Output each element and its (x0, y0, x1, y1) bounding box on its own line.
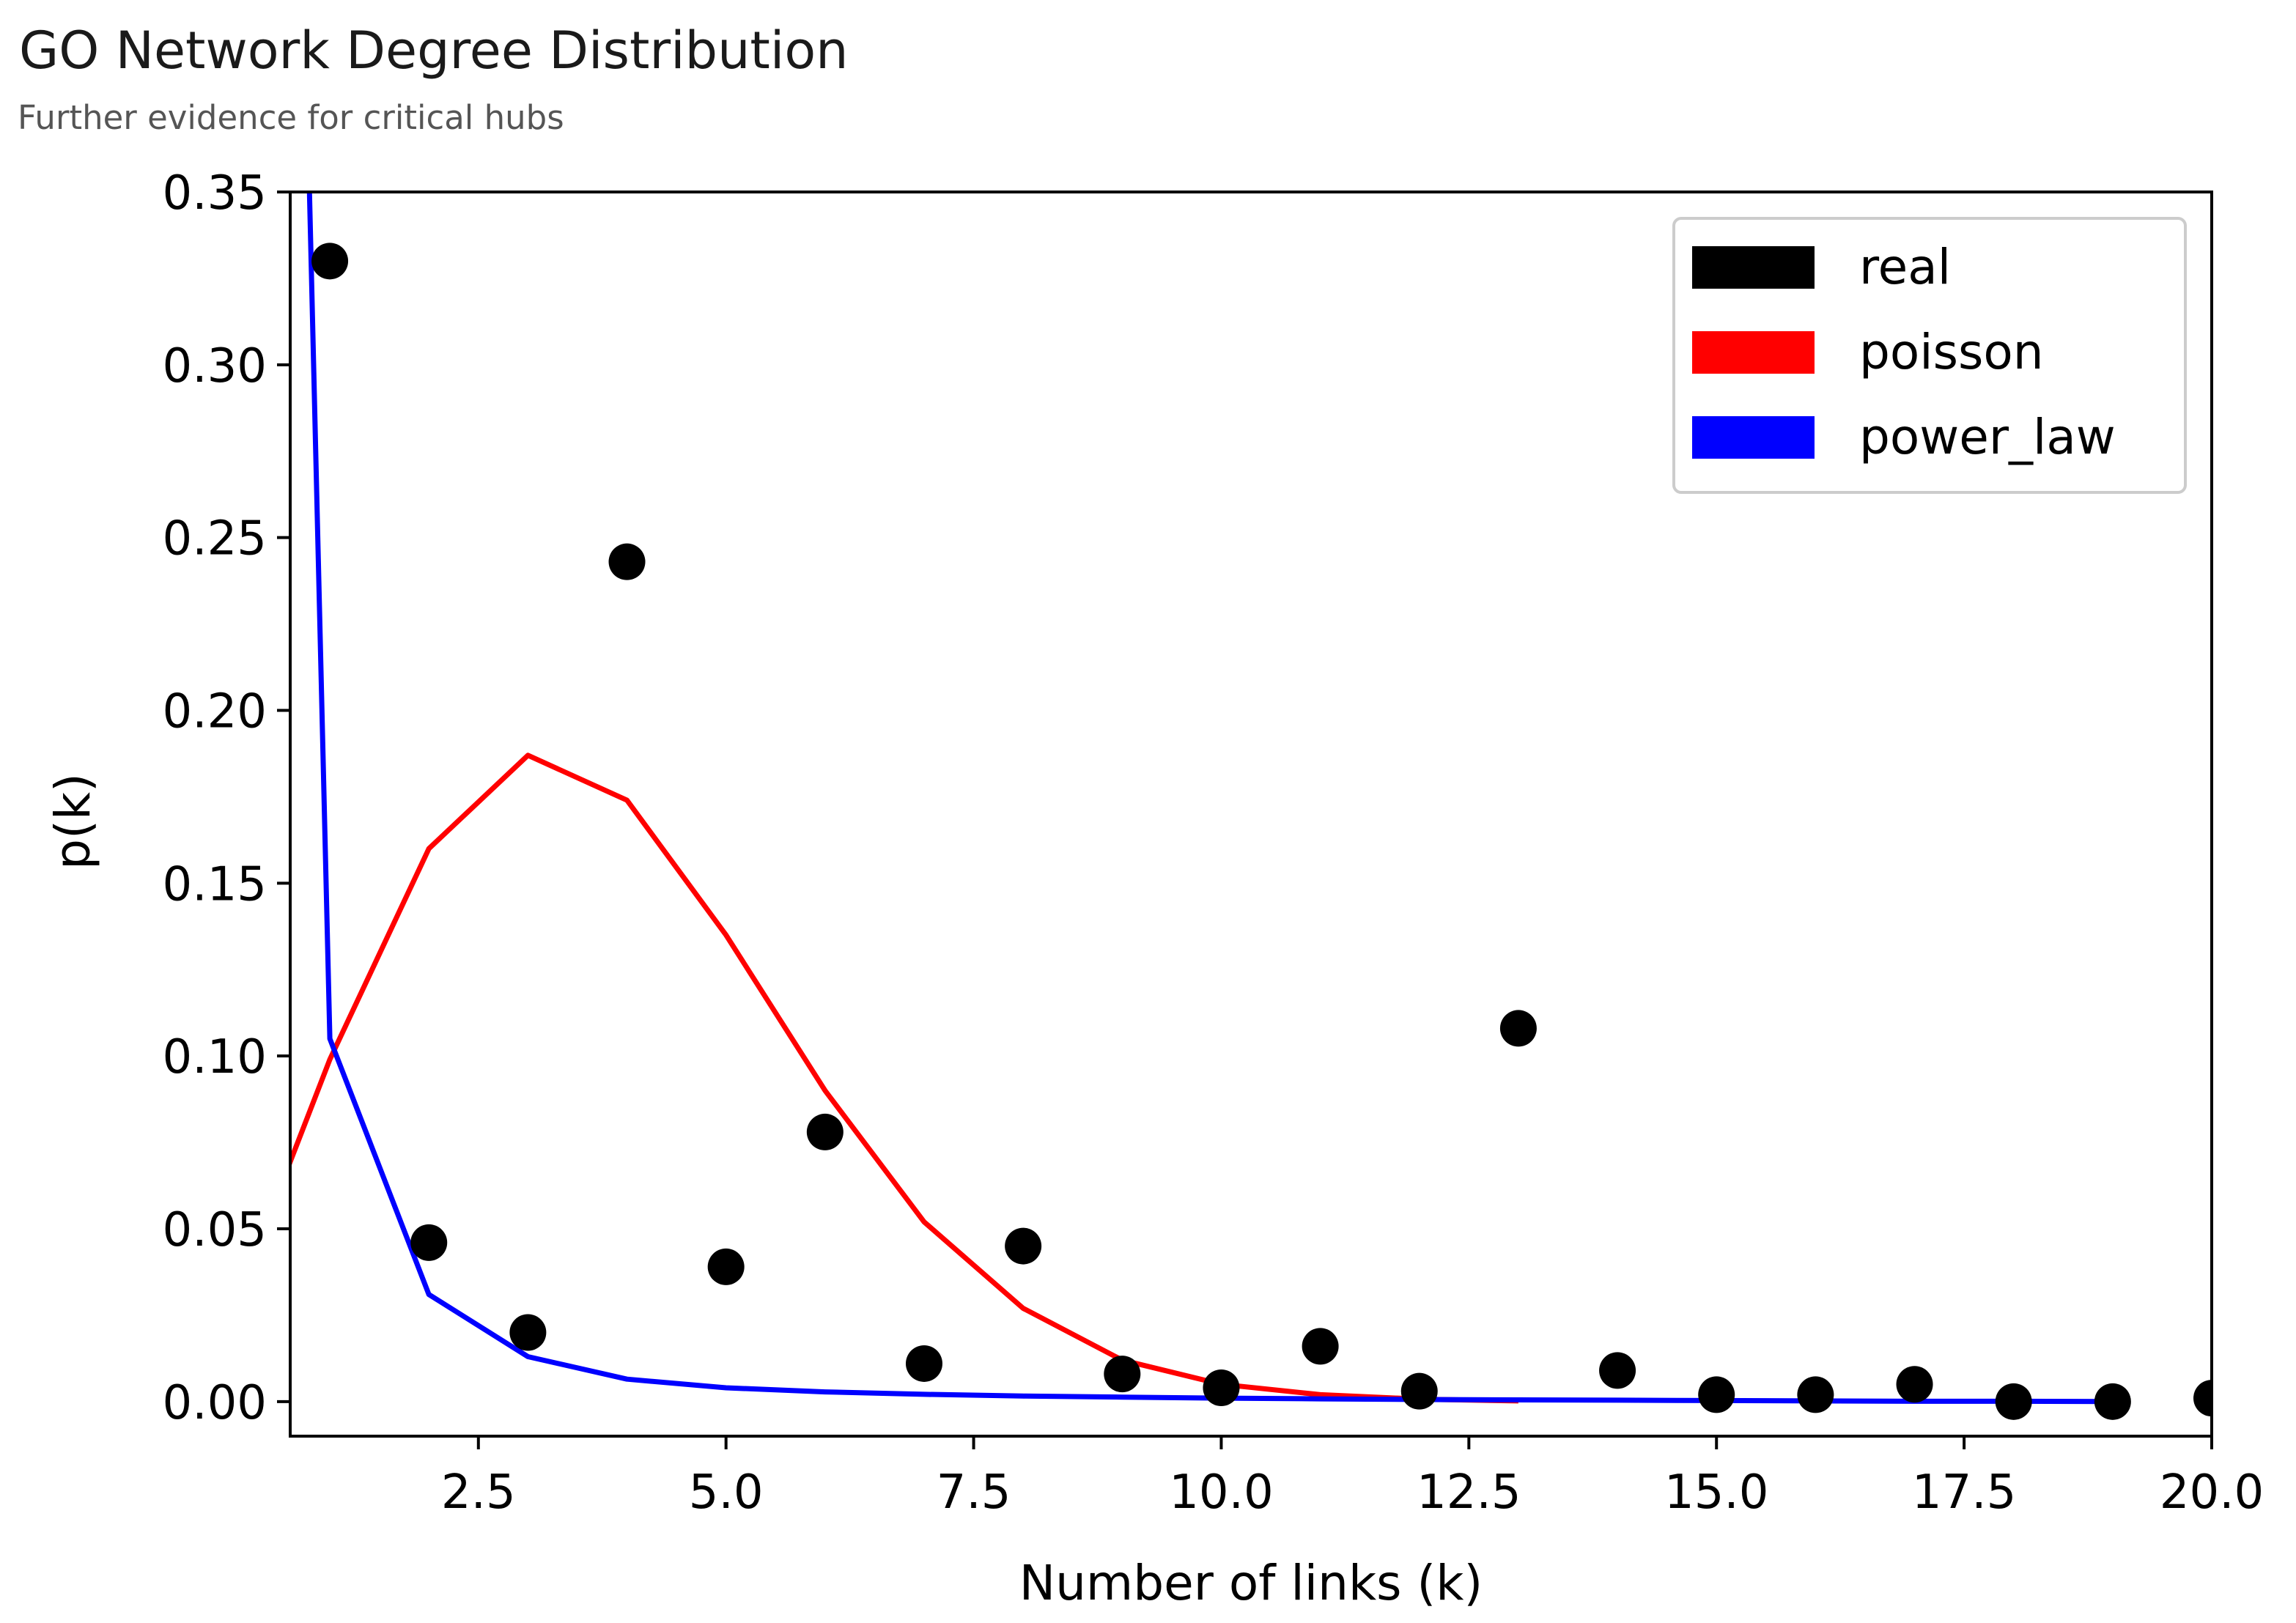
x-tick-label: 7.5 (937, 1465, 1011, 1520)
x-axis-label: Number of links (k) (1019, 1555, 1483, 1611)
real-point (1203, 1369, 1240, 1406)
y-tick-label: 0.00 (163, 1376, 267, 1430)
x-tick-label: 17.5 (1912, 1465, 2017, 1520)
legend-label-poisson: poisson (1859, 324, 2044, 380)
real-point (2094, 1383, 2131, 1420)
legend-swatch-real (1692, 246, 1815, 289)
real-point (1499, 1010, 1537, 1047)
y-axis-label: p(k) (45, 773, 101, 870)
real-point (1698, 1376, 1735, 1413)
real-point (1104, 1356, 1141, 1393)
x-tick-label: 2.5 (441, 1465, 516, 1520)
y-tick-label: 0.05 (163, 1203, 267, 1257)
real-point (905, 1345, 942, 1382)
real-point (2193, 1380, 2212, 1417)
real-point (311, 243, 349, 280)
legend-label-power_law: power_law (1859, 409, 2116, 465)
chart-title: GO Network Degree Distribution (19, 21, 849, 81)
real-point (1599, 1352, 1636, 1389)
x-tick-label: 15.0 (1664, 1465, 1769, 1520)
real-point (707, 1248, 745, 1285)
real-point (1302, 1328, 1339, 1365)
real-point (806, 1113, 844, 1150)
chart-subtitle: Further evidence for critical hubs (18, 98, 564, 137)
real-point (1797, 1376, 1834, 1413)
legend-label-real: real (1859, 239, 1951, 295)
y-tick-label: 0.30 (163, 339, 267, 393)
y-tick-label: 0.15 (163, 857, 267, 912)
legend-swatch-power_law (1692, 416, 1815, 459)
y-tick-label: 0.10 (163, 1030, 267, 1084)
poisson-line (290, 753, 1518, 1404)
real-point (1995, 1383, 2032, 1420)
real-point (1400, 1372, 1438, 1410)
y-tick-label: 0.20 (163, 685, 267, 739)
plot-frame (289, 191, 2213, 1438)
x-tick-label: 10.0 (1169, 1465, 1274, 1520)
x-tick-label: 5.0 (689, 1465, 764, 1520)
real-point (1896, 1366, 1933, 1403)
y-tick-label: 0.35 (163, 166, 267, 221)
legend-swatch-poisson (1692, 331, 1815, 374)
x-tick-label: 12.5 (1417, 1465, 1521, 1520)
real-point (1005, 1227, 1042, 1265)
y-tick-label: 0.25 (163, 512, 267, 566)
x-tick-label: 20.0 (2160, 1465, 2264, 1520)
real-point (608, 543, 646, 580)
real-point (410, 1224, 448, 1261)
real-point (509, 1314, 547, 1351)
legend: real poisson power_law (1672, 217, 2187, 494)
